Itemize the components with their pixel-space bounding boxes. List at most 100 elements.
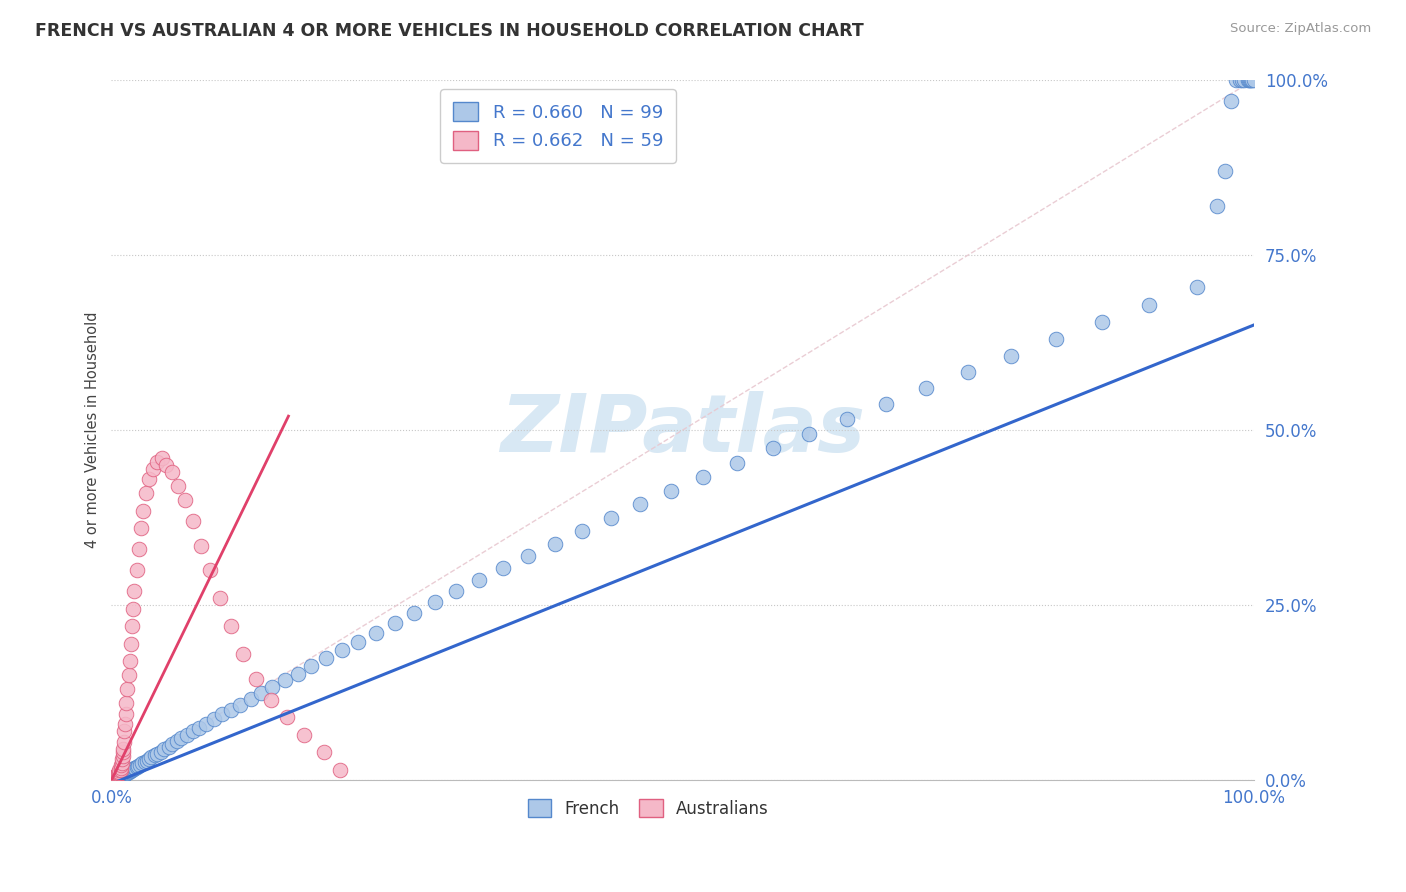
Point: [105, 767, 128, 781]
Point: [195, 716, 218, 731]
Point: [138, 752, 160, 766]
Point: [110, 770, 132, 784]
Point: [107, 767, 129, 781]
Point: [1230, 73, 1253, 87]
Point: [692, 470, 714, 484]
Point: [125, 563, 148, 577]
Point: [1185, 280, 1208, 294]
Point: [221, 619, 243, 633]
Point: [153, 741, 176, 756]
Point: [188, 721, 211, 735]
Point: [114, 717, 136, 731]
Point: [366, 625, 388, 640]
Point: [571, 524, 593, 538]
Point: [173, 493, 195, 508]
Point: [274, 673, 297, 688]
Point: [118, 654, 141, 668]
Point: [1233, 73, 1256, 87]
Point: [517, 549, 540, 564]
Point: [347, 634, 370, 648]
Point: [232, 647, 254, 661]
Point: [957, 365, 980, 379]
Point: [166, 734, 188, 748]
Point: [117, 764, 139, 779]
Point: [262, 680, 284, 694]
Point: [221, 703, 243, 717]
Point: [157, 739, 180, 754]
Point: [492, 561, 515, 575]
Point: [250, 686, 273, 700]
Point: [1240, 73, 1263, 87]
Point: [111, 752, 134, 766]
Point: [543, 536, 565, 550]
Point: [1225, 73, 1247, 87]
Point: [135, 486, 157, 500]
Point: [299, 659, 322, 673]
Point: [112, 767, 135, 781]
Point: [121, 763, 143, 777]
Point: [135, 754, 157, 768]
Point: [111, 768, 134, 782]
Point: [468, 573, 491, 587]
Point: [384, 615, 406, 630]
Point: [202, 712, 225, 726]
Point: [115, 706, 138, 721]
Point: [104, 771, 127, 785]
Point: [114, 766, 136, 780]
Point: [110, 769, 132, 783]
Point: [181, 724, 204, 739]
Point: [1206, 199, 1229, 213]
Point: [875, 396, 897, 410]
Point: [1000, 349, 1022, 363]
Point: [104, 771, 127, 785]
Point: [1243, 73, 1265, 87]
Point: [170, 731, 193, 746]
Point: [146, 747, 169, 761]
Point: [146, 455, 169, 469]
Point: [125, 760, 148, 774]
Point: [108, 770, 131, 784]
Point: [110, 763, 132, 777]
Point: [181, 514, 204, 528]
Point: [190, 539, 212, 553]
Point: [121, 619, 143, 633]
Point: [112, 735, 135, 749]
Point: [276, 710, 298, 724]
Point: [1241, 73, 1264, 87]
Point: [117, 668, 139, 682]
Point: [1237, 73, 1260, 87]
Point: [112, 724, 135, 739]
Point: [111, 745, 134, 759]
Point: [117, 764, 139, 779]
Point: [132, 504, 155, 518]
Point: [294, 728, 316, 742]
Point: [315, 651, 337, 665]
Point: [211, 707, 233, 722]
Point: [835, 412, 858, 426]
Point: [799, 426, 821, 441]
Point: [176, 728, 198, 742]
Point: [117, 682, 139, 697]
Point: [141, 750, 163, 764]
Point: [160, 465, 183, 479]
Point: [110, 761, 132, 775]
Point: [143, 748, 166, 763]
Text: FRENCH VS AUSTRALIAN 4 OR MORE VEHICLES IN HOUSEHOLD CORRELATION CHART: FRENCH VS AUSTRALIAN 4 OR MORE VEHICLES …: [35, 22, 863, 40]
Point: [108, 765, 131, 780]
Point: [1237, 73, 1260, 87]
Point: [107, 766, 129, 780]
Point: [914, 381, 936, 395]
Point: [112, 767, 135, 781]
Point: [104, 770, 127, 784]
Point: [120, 637, 142, 651]
Point: [110, 758, 132, 772]
Point: [120, 764, 142, 778]
Point: [115, 696, 138, 710]
Point: [628, 497, 651, 511]
Point: [1091, 315, 1114, 329]
Point: [111, 768, 134, 782]
Point: [122, 762, 145, 776]
Point: [149, 745, 172, 759]
Point: [105, 768, 128, 782]
Point: [127, 759, 149, 773]
